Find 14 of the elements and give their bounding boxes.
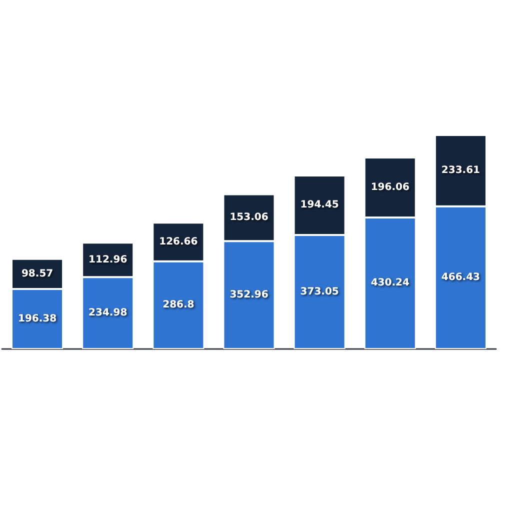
data-label: 98.57: [21, 268, 54, 280]
data-label: 352.96: [230, 290, 268, 301]
data-label: 234.98: [88, 308, 128, 319]
data-label: 373.05: [300, 286, 339, 298]
data-label: 153.06: [230, 212, 268, 224]
data-label: 196.06: [370, 182, 410, 194]
data-label: 126.66: [159, 236, 198, 248]
data-label: 194.45: [300, 200, 339, 211]
data-label: 430.24: [370, 278, 410, 289]
data-label: 196.38: [18, 313, 57, 324]
data-label: 286.8: [162, 300, 194, 311]
data-label: 466.43: [441, 272, 480, 284]
data-label: 233.61: [441, 165, 480, 176]
data-label: 112.96: [88, 254, 128, 266]
